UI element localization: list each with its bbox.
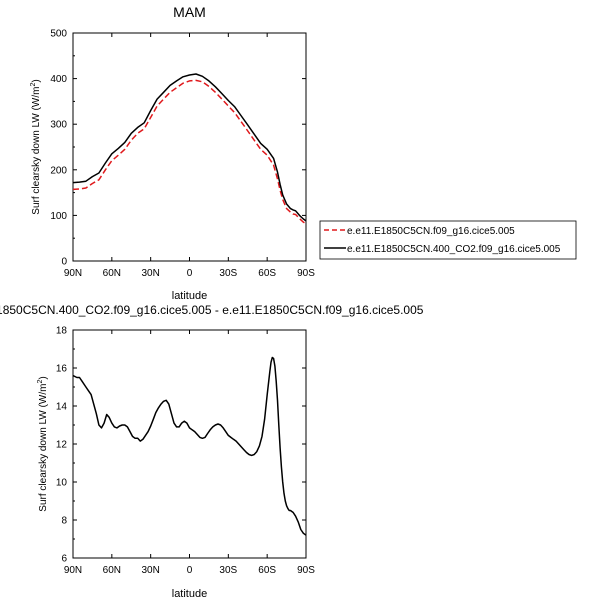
panel0-y-tick-label: 400 bbox=[50, 74, 67, 85]
top-y-axis-label-sup: 2 bbox=[30, 83, 37, 87]
panel1-y-tick-label: 6 bbox=[61, 554, 67, 565]
panel0-x-tick-label: 30N bbox=[141, 268, 159, 279]
panel0-frame bbox=[72, 32, 307, 262]
top-plot-area: 90N 60N 30N 0 30S 60S 90S 0 100 200 300 400 500 bbox=[50, 29, 315, 280]
panel0-series-line-1 bbox=[73, 73, 306, 222]
top-title: MAM bbox=[173, 4, 206, 20]
bottom-panel: e.e11.E1850C5CN.400_CO2.f09_g16.cice5.00… bbox=[0, 303, 424, 600]
panel1-y-tick-label: 14 bbox=[56, 402, 68, 413]
bottom-y-axis-label-base: Surf clearsky down LW (W/m bbox=[38, 384, 49, 512]
top-panel: MAM 90N 60N 30N 0 30S 60S 90S0100200300400500 … bbox=[30, 4, 315, 302]
panel1-x-tick-label: 60N bbox=[103, 565, 121, 576]
legend-label-co2: e.e11.E1850C5CN.400_CO2.f09_g16.cice5.00… bbox=[347, 244, 561, 255]
panel1-y-tick-label: 18 bbox=[56, 326, 68, 337]
panel1-y-tick-label: 16 bbox=[56, 364, 68, 375]
legend: e.e11.E1850C5CN.f09_g16.cice5.005 e.e11.… bbox=[319, 220, 577, 260]
panel1-x-tick-label: 90S bbox=[297, 565, 315, 576]
panel0-y-tick-label: 0 bbox=[61, 257, 67, 268]
top-y-axis-label-close: ) bbox=[31, 79, 42, 82]
panel1-y-tick-label: 8 bbox=[61, 516, 67, 527]
top-y-axis-label: Surf clearsky down LW (W/m2) bbox=[30, 79, 42, 214]
panel0-series-line-0 bbox=[73, 79, 306, 225]
panel1-y-tick-label: 12 bbox=[56, 440, 68, 451]
top-y-axis-label-base: Surf clearsky down LW (W/m bbox=[31, 87, 42, 215]
bottom-title: e.e11.E1850C5CN.400_CO2.f09_g16.cice5.00… bbox=[0, 303, 424, 317]
panel1-x-tick-label: 30S bbox=[219, 565, 237, 576]
panel0-y-tick-label: 100 bbox=[50, 211, 67, 222]
panel0-y-tick-label: 300 bbox=[50, 120, 67, 131]
bottom-plot-area: 90N 60N 30N 0 30S 60S 90S 6 8 10 12 14 16 18 bbox=[56, 326, 315, 577]
bottom-y-axis-label: Surf clearsky down LW (W/m2) bbox=[37, 376, 49, 511]
panel1-x-tick-label: 60S bbox=[258, 565, 276, 576]
bottom-y-axis-label-sup: 2 bbox=[37, 380, 44, 384]
panel1-y-tick-label: 10 bbox=[56, 478, 68, 489]
bottom-x-axis-label: latitude bbox=[172, 588, 207, 600]
top-x-axis-label: latitude bbox=[172, 290, 207, 302]
panel0-x-tick-label: 90N bbox=[64, 268, 82, 279]
panel0-y-tick-label: 500 bbox=[50, 29, 67, 40]
panel0-x-tick-label: 90S bbox=[297, 268, 315, 279]
panel0-x-tick-label: 60N bbox=[103, 268, 121, 279]
panel1-x-tick-label: 90N bbox=[64, 565, 82, 576]
panel0-x-tick-label: 30S bbox=[219, 268, 237, 279]
panel1-x-tick-label: 30N bbox=[141, 565, 159, 576]
panel0-y-tick-label: 200 bbox=[50, 165, 67, 176]
bottom-y-axis-label-close: ) bbox=[38, 376, 49, 379]
panel0-x-tick-label: 0 bbox=[187, 268, 193, 279]
legend-label-control: e.e11.E1850C5CN.f09_g16.cice5.005 bbox=[347, 226, 515, 237]
panel0-x-tick-label: 60S bbox=[258, 268, 276, 279]
panel1-series-line-0 bbox=[73, 356, 306, 536]
legend-box bbox=[319, 220, 577, 260]
panel1-x-tick-label: 0 bbox=[187, 565, 193, 576]
